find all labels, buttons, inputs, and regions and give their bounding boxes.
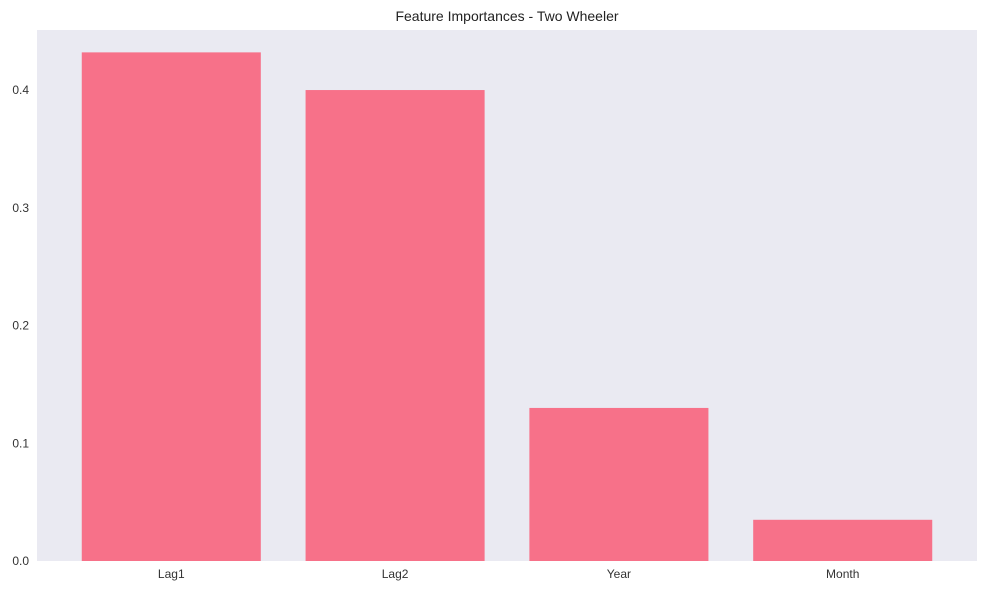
bar-lag2 <box>305 90 485 561</box>
bar-year <box>529 407 709 561</box>
y-tick-label: 0.3 <box>12 201 29 215</box>
y-tick-label: 0.1 <box>12 436 29 450</box>
y-tick-label: 0.4 <box>12 83 29 97</box>
bar-lag1 <box>81 52 261 561</box>
x-tick-label: Month <box>826 567 859 581</box>
x-tick-label: Year <box>607 567 631 581</box>
chart-title: Feature Importances - Two Wheeler <box>395 8 618 24</box>
y-tick-label: 0.0 <box>12 554 29 568</box>
bar-month <box>753 519 933 561</box>
x-tick-label: Lag1 <box>158 567 185 581</box>
bars <box>81 52 933 561</box>
x-tick-label: Lag2 <box>382 567 409 581</box>
x-axis-tick-labels: Lag1 Lag2 Year Month <box>158 567 859 581</box>
y-tick-label: 0.2 <box>12 319 29 333</box>
y-axis-tick-labels: 0.0 0.1 0.2 0.3 0.4 <box>12 83 29 568</box>
